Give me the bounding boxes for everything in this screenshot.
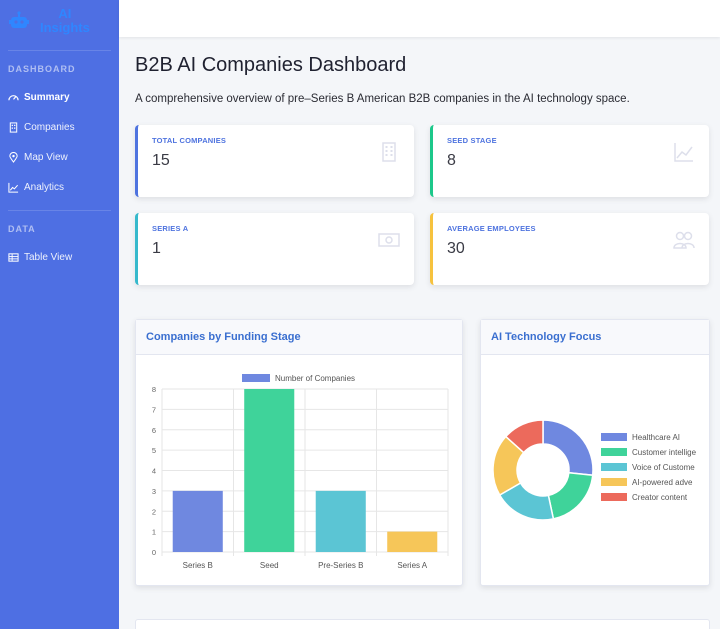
legend-swatch bbox=[601, 433, 627, 441]
page-title: B2B AI Companies Dashboard bbox=[135, 54, 407, 76]
y-tick-label: 5 bbox=[152, 446, 156, 455]
legend-label: Customer intellige bbox=[632, 448, 697, 457]
legend-swatch bbox=[601, 448, 627, 456]
y-tick-label: 2 bbox=[152, 507, 156, 516]
sidebar-heading-dashboard: DASHBOARD bbox=[8, 64, 76, 74]
funding-stage-card: Companies by Funding Stage Number of Com… bbox=[135, 319, 463, 586]
ai-technology-card: AI Technology Focus Healthcare AI Custome… bbox=[480, 319, 710, 586]
sidebar-divider bbox=[8, 210, 111, 211]
robot-icon bbox=[9, 11, 29, 28]
y-tick-label: 7 bbox=[152, 405, 156, 414]
stat-value: 8 bbox=[447, 152, 456, 169]
donut-slice bbox=[547, 471, 594, 520]
sidebar-item-companies[interactable]: Companies bbox=[0, 112, 119, 142]
x-tick-label: Series A bbox=[397, 561, 427, 570]
sidebar-heading-data: DATA bbox=[8, 224, 36, 234]
stat-value: 15 bbox=[152, 152, 170, 169]
x-tick-label: Series B bbox=[183, 561, 213, 570]
page-description: A comprehensive overview of pre–Series B… bbox=[135, 93, 630, 105]
card-title: Companies by Funding Stage bbox=[136, 320, 462, 355]
legend-label: Number of Companies bbox=[275, 374, 355, 383]
legend-label: AI-powered adve bbox=[632, 478, 693, 487]
sidebar-item-map-view[interactable]: Map View bbox=[0, 142, 119, 172]
bar bbox=[244, 389, 295, 552]
gauge-icon bbox=[8, 94, 19, 100]
stat-label: TOTAL COMPANIES bbox=[152, 136, 227, 145]
sidebar-item-table-view[interactable]: Table View bbox=[0, 242, 119, 272]
chart-line-icon bbox=[8, 182, 19, 193]
donut-slice bbox=[504, 419, 544, 454]
main-content: B2B AI Companies Dashboard A comprehensi… bbox=[119, 37, 720, 629]
topbar bbox=[119, 0, 720, 37]
brand-line1: AI bbox=[58, 6, 72, 21]
sidebar-item-label: Analytics bbox=[24, 181, 65, 193]
bar bbox=[387, 531, 438, 552]
sidebar-item-analytics[interactable]: Analytics bbox=[0, 172, 119, 202]
stat-card-series-a: SERIES A 1 bbox=[135, 213, 414, 285]
y-tick-label: 0 bbox=[152, 548, 156, 557]
legend-label: Healthcare AI bbox=[632, 433, 680, 442]
sidebar-item-label: Map View bbox=[24, 151, 68, 163]
building-icon bbox=[9, 121, 18, 133]
table-icon bbox=[8, 252, 19, 262]
legend-swatch bbox=[242, 374, 270, 382]
legend-swatch bbox=[601, 463, 627, 471]
y-tick-label: 3 bbox=[152, 487, 156, 496]
legend-label: Voice of Custome bbox=[632, 463, 695, 472]
bar bbox=[172, 490, 223, 552]
sidebar-item-label: Companies bbox=[24, 121, 75, 133]
legend-swatch bbox=[601, 493, 627, 501]
sidebar-divider bbox=[8, 50, 111, 51]
stat-card-total-companies: TOTAL COMPANIES 15 bbox=[135, 125, 414, 197]
brand-line2: Insights bbox=[40, 20, 90, 35]
sidebar-item-summary[interactable]: Summary bbox=[0, 82, 119, 112]
sidebar: AI Insights DASHBOARD Summary Companies … bbox=[0, 0, 119, 629]
brand-name: AI Insights bbox=[40, 7, 90, 35]
card-title: AI Technology Focus bbox=[481, 320, 709, 355]
y-tick-label: 8 bbox=[152, 385, 156, 394]
card-body: Healthcare AI Customer intellige Voice of … bbox=[481, 355, 709, 585]
stat-value: 1 bbox=[152, 240, 161, 257]
map-pin-icon bbox=[9, 151, 18, 163]
stat-label: AVERAGE EMPLOYEES bbox=[447, 224, 536, 233]
building-icon bbox=[382, 142, 396, 162]
stat-card-seed-stage: SEED STAGE 8 bbox=[430, 125, 709, 197]
sidebar-item-label: Table View bbox=[24, 251, 73, 263]
brand[interactable]: AI Insights bbox=[0, 0, 119, 42]
y-tick-label: 4 bbox=[152, 467, 156, 476]
money-bill-icon bbox=[378, 233, 400, 247]
stat-label: SEED STAGE bbox=[447, 136, 497, 145]
chart-line-icon bbox=[674, 143, 693, 162]
bottom-card bbox=[135, 619, 710, 629]
stat-value: 30 bbox=[447, 240, 465, 257]
legend-label: Creator content bbox=[632, 493, 688, 502]
users-icon bbox=[673, 231, 695, 249]
legend-swatch bbox=[601, 478, 627, 486]
y-tick-label: 1 bbox=[152, 528, 156, 537]
funding-stage-bar-chart: Number of Companies 0 1 2 3 4 5 6 7 8 Series B Seed… bbox=[152, 374, 449, 570]
bar bbox=[315, 490, 366, 552]
donut-slice bbox=[542, 419, 594, 477]
card-body: Number of Companies 0 1 2 3 4 5 6 7 8 Series B Seed… bbox=[136, 355, 462, 585]
ai-technology-donut-chart: Healthcare AI Customer intellige Voice of … bbox=[492, 419, 697, 521]
stat-label: SERIES A bbox=[152, 224, 189, 233]
y-tick-label: 6 bbox=[152, 426, 156, 435]
x-tick-label: Seed bbox=[260, 561, 279, 570]
sidebar-item-label: Summary bbox=[24, 91, 70, 103]
stat-card-average-employees: AVERAGE EMPLOYEES 30 bbox=[430, 213, 709, 285]
x-tick-label: Pre-Series B bbox=[318, 561, 363, 570]
